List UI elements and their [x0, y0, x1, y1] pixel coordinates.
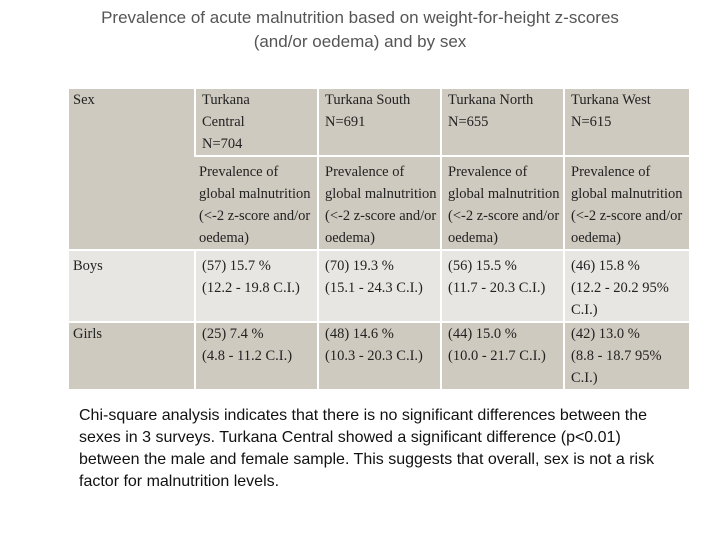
cell-ci: (11.7 - 20.3 C.I.) [448, 280, 546, 296]
data-cell: (57) 15.7 % (12.2 - 19.8 C.I.) [194, 250, 318, 323]
cell-ci: (8.8 - 18.7 95% C.I.) [571, 348, 662, 386]
header-label: Turkana North [448, 92, 534, 108]
header-n: N=655 [448, 114, 489, 130]
cell-ci: (10.3 - 20.3 C.I.) [325, 348, 423, 364]
header-cell-turkana-south: Turkana South N=691 [317, 89, 441, 157]
data-cell: (46) 15.8 % (12.2 - 20.2 95% C.I.) [563, 250, 689, 323]
cell-ci: (15.1 - 24.3 C.I.) [325, 280, 423, 296]
header-label: Turkana West [571, 92, 651, 108]
data-cell: (48) 14.6 % (10.3 - 20.3 C.I.) [317, 322, 441, 391]
title-line-2: (and/or oedema) and by sex [253, 32, 467, 51]
title-line-1: Prevalence of acute malnutrition based o… [101, 8, 619, 27]
data-cell: (44) 15.0 % (10.0 - 21.7 C.I.) [440, 322, 564, 391]
sex-header: Sex [73, 92, 95, 108]
data-cell: (70) 19.3 % (15.1 - 24.3 C.I.) [317, 250, 441, 323]
header-label: Central [202, 114, 245, 130]
cell-value: (25) 7.4 % [202, 326, 264, 342]
cell-value: (70) 19.3 % [325, 258, 394, 274]
header-label: Turkana South [325, 92, 411, 108]
cell-ci: (12.2 - 20.2 95% C.I.) [571, 280, 669, 318]
table-row-boys: Boys (57) 15.7 % (12.2 - 19.8 C.I.) (70)… [69, 250, 689, 323]
header-label: Turkana [202, 92, 250, 108]
table-row-girls: Girls (25) 7.4 % (4.8 - 11.2 C.I.) (48) … [69, 322, 689, 391]
sex-header-cell: Sex [69, 89, 195, 251]
cell-value: (48) 14.6 % [325, 326, 394, 342]
row-label-boys: Boys [69, 250, 195, 323]
analysis-note: Chi-square analysis indicates that there… [79, 407, 655, 490]
measure-cell: Prevalence of global malnutrition (<-2 z… [563, 156, 689, 251]
cell-value: (42) 13.0 % [571, 326, 640, 342]
data-cell: (42) 13.0 % (8.8 - 18.7 95% C.I.) [563, 322, 689, 391]
cell-value: (46) 15.8 % [571, 258, 640, 274]
data-cell: (25) 7.4 % (4.8 - 11.2 C.I.) [194, 322, 318, 391]
header-cell-turkana-west: Turkana West N=615 [563, 89, 689, 157]
header-cell-turkana-central: Turkana Central N=704 [194, 89, 318, 157]
header-cell-turkana-north: Turkana North N=655 [440, 89, 564, 157]
header-row: Sex Turkana Central N=704 Turkana South … [69, 89, 689, 251]
measure-cell: Prevalence of global malnutrition (<-2 z… [440, 156, 564, 251]
cell-value: (57) 15.7 % [202, 258, 271, 274]
header-n: N=691 [325, 114, 366, 130]
cell-ci: (12.2 - 19.8 C.I.) [202, 280, 300, 296]
cell-value: (56) 15.5 % [448, 258, 517, 274]
slide-title: Prevalence of acute malnutrition based o… [40, 6, 680, 54]
header-n: N=704 [202, 136, 243, 152]
malnutrition-table: Sex Turkana Central N=704 Turkana South … [69, 89, 689, 391]
cell-ci: (10.0 - 21.7 C.I.) [448, 348, 546, 364]
data-cell: (56) 15.5 % (11.7 - 20.3 C.I.) [440, 250, 564, 323]
header-n: N=615 [571, 114, 612, 130]
measure-cell: Prevalence of global malnutrition (<-2 z… [317, 156, 441, 251]
cell-value: (44) 15.0 % [448, 326, 517, 342]
row-label-girls: Girls [69, 322, 195, 391]
cell-ci: (4.8 - 11.2 C.I.) [202, 348, 293, 364]
measure-cell: Prevalence of global malnutrition (<-2 z… [195, 156, 318, 251]
measure-row: Prevalence of global malnutrition (<-2 z… [69, 156, 689, 251]
